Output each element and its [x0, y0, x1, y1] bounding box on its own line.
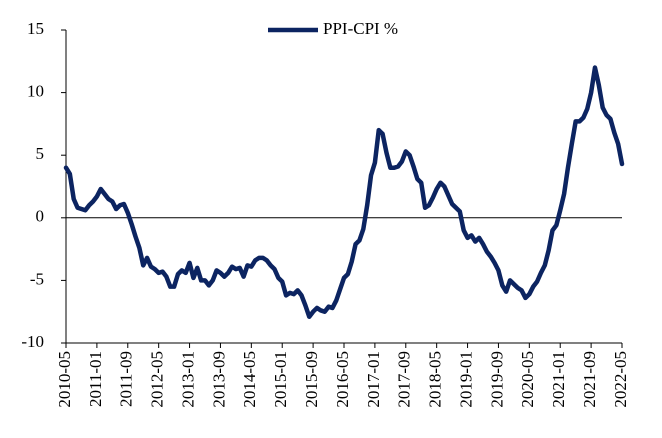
x-tick-label: 2013-01 [178, 351, 197, 408]
x-tick-label: 2011-09 [117, 351, 136, 407]
x-tick-label: 2015-09 [302, 351, 321, 408]
x-tick-label: 2010-05 [55, 351, 74, 408]
x-tick-label: 2014-05 [240, 351, 259, 408]
x-tick-label: 2017-01 [364, 351, 383, 408]
x-tick-label: 2019-01 [456, 351, 475, 408]
x-tick-label: 2011-01 [86, 351, 105, 407]
x-tick-label: 2016-05 [333, 351, 352, 408]
x-tick-label: 2021-09 [580, 351, 599, 408]
y-tick-label: -5 [30, 269, 44, 288]
y-tick-label: 5 [36, 144, 45, 163]
y-tick-label: -10 [21, 332, 44, 351]
x-tick-label: 2013-09 [209, 351, 228, 408]
y-tick-label: 15 [27, 19, 44, 38]
x-tick-label: 2018-05 [426, 351, 445, 408]
x-tick-label: 2020-05 [518, 351, 537, 408]
x-tick-label: 2022-05 [611, 351, 630, 408]
legend-label: PPI-CPI % [323, 19, 398, 38]
x-tick-label: 2012-05 [148, 351, 167, 408]
x-tick-label: 2015-01 [271, 351, 290, 408]
y-tick-label: 0 [36, 207, 45, 226]
x-tick-label: 2019-09 [487, 351, 506, 408]
x-tick-label: 2017-09 [395, 351, 414, 408]
series-line [63, 65, 625, 319]
y-tick-label: 10 [27, 82, 44, 101]
x-tick-label: 2021-01 [549, 351, 568, 408]
